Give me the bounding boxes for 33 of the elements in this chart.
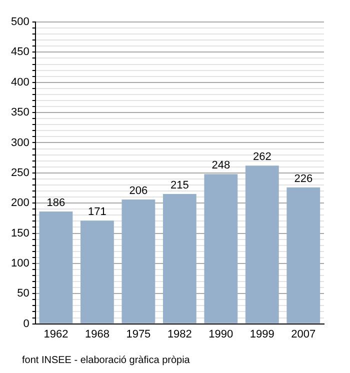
bar [286, 187, 320, 324]
y-tick-label: 500 [10, 16, 30, 28]
x-tick-label: 1999 [250, 328, 274, 340]
data-label: 171 [88, 206, 106, 218]
bar [245, 166, 279, 324]
x-tick-label: 1962 [44, 328, 68, 340]
x-tick-label: 1990 [208, 328, 234, 340]
x-tick-label: 1982 [167, 328, 192, 340]
y-tick-label: 350 [10, 106, 30, 119]
bar [122, 199, 156, 324]
data-label: 262 [252, 151, 272, 164]
data-label: 248 [212, 160, 230, 172]
data-label: 186 [46, 197, 66, 210]
bar [204, 174, 238, 324]
text: font INSEE - elaboració gràfica pròpia [22, 355, 190, 366]
data-label: 206 [129, 184, 148, 197]
y-tick-label: 250 [10, 166, 30, 179]
y-tick-label: 200 [10, 197, 30, 210]
y-tick-label: 100 [10, 257, 30, 270]
y-tick-label: 400 [10, 76, 30, 88]
y-tick-label: 450 [10, 46, 30, 58]
y-tick-label: 0 [23, 318, 30, 330]
data-label: 226 [294, 172, 313, 185]
data-label: 215 [170, 180, 189, 192]
bar [39, 212, 73, 324]
x-tick-label: 2007 [291, 328, 316, 340]
bar [162, 194, 196, 324]
y-tick-label: 300 [10, 136, 30, 149]
y-tick-label: 150 [10, 227, 30, 240]
x-tick-label: 1968 [84, 328, 110, 340]
y-tick-label: 50 [17, 288, 30, 300]
bar [80, 220, 114, 324]
x-tick-label: 1975 [126, 328, 151, 340]
